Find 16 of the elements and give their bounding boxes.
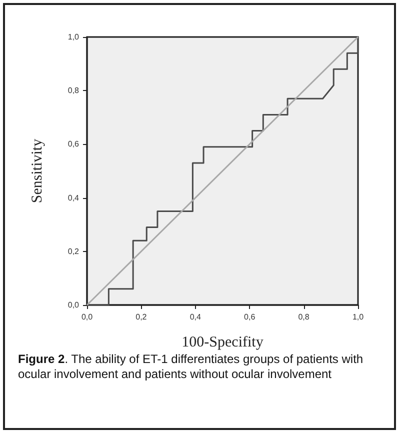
y-tick-label: 0,2 <box>68 246 80 256</box>
x-tick-label: 0,2 <box>136 312 148 322</box>
y-axis-title: Sensitivity <box>30 138 46 204</box>
caption: Figure 2. The ability of ET-1 differentiates groups of patients with ocular involvement and patients without ocular involvement <box>18 352 364 382</box>
y-tick-label: 0,8 <box>68 86 80 96</box>
y-tick-label: 1,0 <box>68 32 80 42</box>
x-axis-title: 100-Specifity <box>182 334 264 350</box>
x-tick-label: 0,8 <box>298 312 310 322</box>
y-tick-label: 0,6 <box>68 140 80 149</box>
x-tick-label: 0,6 <box>244 312 256 322</box>
y-tick-label: 0,4 <box>68 193 80 202</box>
x-tick-label: 1,0 <box>352 312 364 322</box>
x-tick-label: 0,0 <box>81 312 94 322</box>
line-series <box>86 36 359 306</box>
y-tick-label: 0,0 <box>68 300 80 310</box>
x-tick-label: 0,4 <box>190 312 202 322</box>
